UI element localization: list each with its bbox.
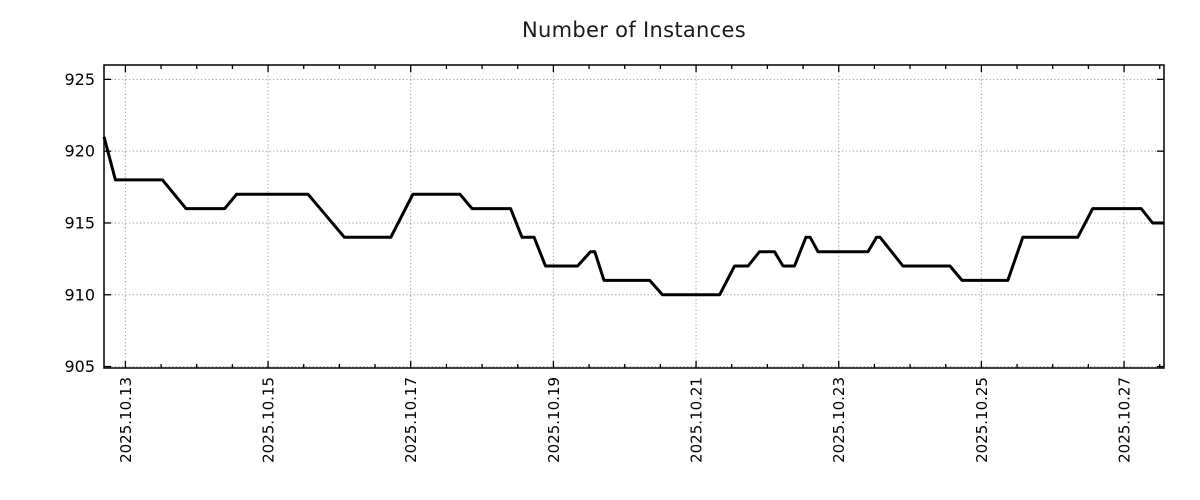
x-axis-tick-label: 2025.10.15 bbox=[260, 377, 278, 463]
tick-layer bbox=[104, 65, 1164, 368]
y-axis-tick-label: 915 bbox=[64, 213, 95, 232]
x-axis-tick-label: 2025.10.21 bbox=[688, 377, 706, 463]
y-axis-tick-label: 920 bbox=[64, 142, 95, 161]
x-axis-tick-label: 2025.10.13 bbox=[117, 377, 135, 463]
x-axis-tick-label: 2025.10.25 bbox=[973, 377, 991, 463]
y-axis-tick-label: 910 bbox=[64, 285, 95, 304]
grid-layer bbox=[104, 65, 1164, 368]
y-axis-tick-label: 925 bbox=[64, 70, 95, 89]
x-axis-tick-label: 2025.10.17 bbox=[402, 377, 420, 463]
x-axis-tick-label: 2025.10.23 bbox=[830, 377, 848, 463]
plot-border bbox=[103, 64, 1165, 369]
x-axis-tick-label: 2025.10.19 bbox=[545, 377, 563, 463]
x-axis-tick-label: 2025.10.27 bbox=[1116, 377, 1134, 463]
series-line bbox=[102, 136, 1164, 297]
chart-title: Number of Instances bbox=[522, 18, 746, 42]
y-axis-tick-label: 905 bbox=[64, 357, 95, 376]
